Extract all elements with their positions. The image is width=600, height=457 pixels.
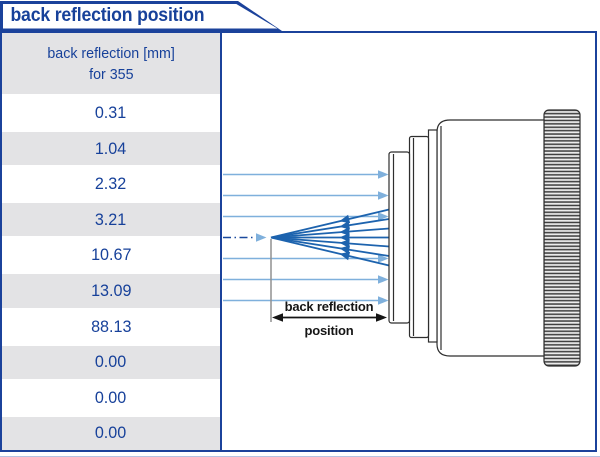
table-row: 10.67 xyxy=(2,239,220,272)
table-row: 13.09 xyxy=(2,274,220,308)
cell-value: 10.67 xyxy=(90,245,132,265)
table-row: 3.21 xyxy=(2,203,220,237)
content-box: back reflection [mm] for 355 0.31 1.04 2… xyxy=(0,31,597,452)
cell-value: 1.04 xyxy=(95,138,127,158)
table-row: 2.32 xyxy=(2,168,220,201)
cell-value: 0.00 xyxy=(95,352,127,372)
page-title: back reflection position xyxy=(9,5,204,26)
title-banner-inner: back reflection position xyxy=(2,3,278,29)
table-row: 0.00 xyxy=(2,416,220,450)
table-row: 88.13 xyxy=(2,310,220,343)
cell-value: 0.00 xyxy=(95,423,127,443)
cell-value: 0.31 xyxy=(95,103,127,123)
table-header-line2: for 355 xyxy=(88,65,134,83)
cell-value: 13.09 xyxy=(90,281,132,301)
table-row: 0.00 xyxy=(2,345,220,379)
table-header: back reflection [mm] for 355 xyxy=(2,33,220,94)
title-banner: back reflection position xyxy=(0,1,282,31)
cell-value: 2.32 xyxy=(95,174,127,194)
table-row: 0.31 xyxy=(2,97,220,130)
back-reflection-table: back reflection [mm] for 355 0.31 1.04 2… xyxy=(2,33,222,450)
table-row: 1.04 xyxy=(2,132,220,166)
cell-value: 3.21 xyxy=(95,209,127,229)
cell-value: 88.13 xyxy=(90,316,132,336)
table-row: 0.00 xyxy=(2,381,220,414)
cell-value: 0.00 xyxy=(95,387,127,407)
table-header-line1: back reflection [mm] xyxy=(47,44,175,62)
table-body: 0.31 1.04 2.32 3.21 10.67 13.09 88.13 0.… xyxy=(2,96,220,450)
